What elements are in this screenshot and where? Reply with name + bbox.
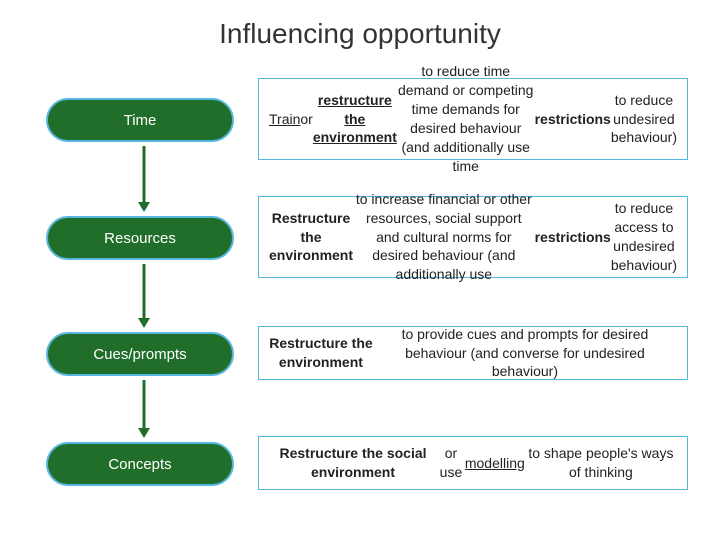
pill-cues-prompts: Cues/prompts	[46, 332, 234, 376]
pill-resources: Resources	[46, 216, 234, 260]
arrow-2	[136, 264, 144, 328]
page-title: Influencing opportunity	[0, 0, 720, 60]
desc-resources: Restructure the environment to increase …	[258, 196, 688, 278]
desc-time: Train or restructure the environment to …	[258, 78, 688, 160]
pill-concepts: Concepts	[46, 442, 234, 486]
arrow-3	[136, 380, 144, 438]
arrow-1	[136, 146, 144, 212]
pill-time: Time	[46, 98, 234, 142]
desc-concepts: Restructure the social environment or us…	[258, 436, 688, 490]
desc-cues-prompts: Restructure the environment to provide c…	[258, 326, 688, 380]
